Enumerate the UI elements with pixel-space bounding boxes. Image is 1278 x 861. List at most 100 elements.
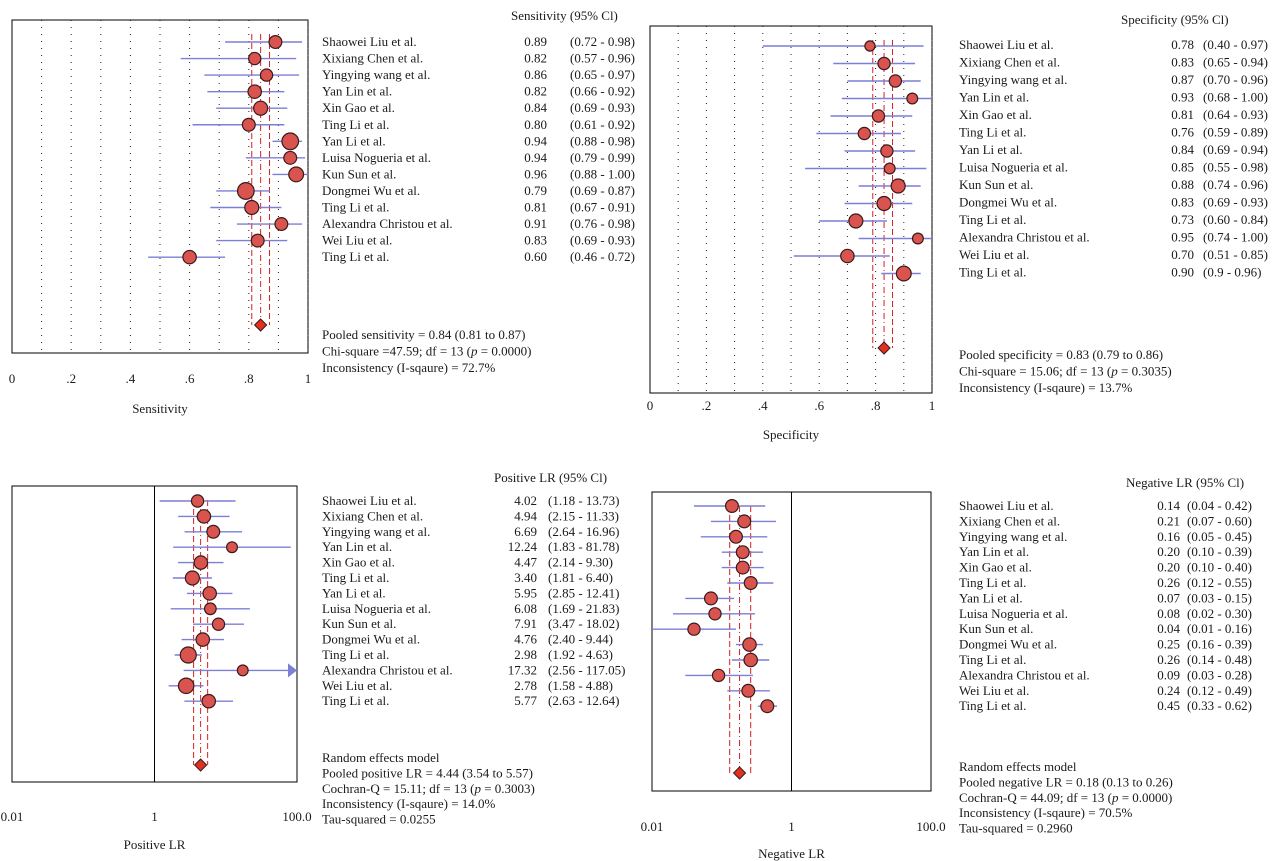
study-ci: (2.56 - 117.05) bbox=[548, 662, 626, 677]
study-ci: (2.14 - 9.30) bbox=[548, 555, 613, 570]
study-name: Xin Gao et al. bbox=[322, 555, 395, 570]
study-ci: (0.70 - 0.96) bbox=[1203, 72, 1268, 87]
study-ci: (2.64 - 16.96) bbox=[548, 524, 620, 539]
study-point bbox=[744, 577, 757, 590]
study-name: Xin Gao et al. bbox=[322, 100, 395, 115]
study-ci: (0.12 - 0.55) bbox=[1187, 575, 1252, 590]
study-point bbox=[196, 633, 209, 646]
study-estimate: 0.24 bbox=[1157, 683, 1180, 698]
study-name: Kun Sun et al. bbox=[959, 621, 1033, 636]
pooled-stat-text: Pooled negative LR = 0.18 (0.13 to 0.26) bbox=[959, 774, 1173, 789]
study-point bbox=[896, 266, 911, 281]
pooled-stat-line: Random effects model bbox=[959, 759, 1077, 774]
study-ci: (0.40 - 0.97) bbox=[1203, 37, 1268, 52]
study-estimate: 6.69 bbox=[514, 524, 537, 539]
study-estimate: 5.95 bbox=[514, 585, 537, 600]
study-ci: (0.01 - 0.16) bbox=[1187, 621, 1252, 636]
study-point bbox=[251, 234, 264, 247]
x-tick-label: 0 bbox=[647, 398, 654, 413]
column-header: Negative LR (95% Cl) bbox=[1126, 475, 1244, 490]
study-ci: (3.47 - 18.02) bbox=[548, 616, 620, 631]
ci-overflow-arrow bbox=[288, 663, 297, 677]
study-point bbox=[249, 52, 261, 64]
study-name: Kun Sun et al. bbox=[322, 166, 396, 181]
study-name: Shaowei Liu et al. bbox=[959, 498, 1054, 513]
x-tick-label: .4 bbox=[126, 371, 136, 386]
study-ci: (0.67 - 0.91) bbox=[570, 200, 635, 215]
x-tick-label: .2 bbox=[66, 371, 76, 386]
study-ci: (0.69 - 0.93) bbox=[570, 233, 635, 248]
pooled-stat-text: Tau-squared = 0.2960 bbox=[959, 821, 1073, 836]
pooled-diamond bbox=[195, 759, 207, 771]
study-name: Ting Li et al. bbox=[322, 249, 389, 264]
study-name: Ting Li et al. bbox=[322, 117, 389, 132]
study-estimate: 0.20 bbox=[1157, 560, 1180, 575]
pooled-stat-text: Cochran-Q = 44.09; df = 13 ( bbox=[959, 790, 1112, 805]
study-ci: (0.57 - 0.96) bbox=[570, 51, 635, 66]
study-estimate: 0.25 bbox=[1157, 637, 1180, 652]
study-name: Ting Li et al. bbox=[322, 570, 389, 585]
x-tick-label: .2 bbox=[702, 398, 712, 413]
study-estimate: 7.91 bbox=[514, 616, 537, 631]
study-ci: (0.10 - 0.39) bbox=[1187, 544, 1252, 559]
study-point bbox=[197, 510, 210, 523]
x-axis-title: Specificity bbox=[763, 427, 820, 442]
study-name: Dongmei Wu et al. bbox=[322, 183, 420, 198]
x-tick-label: 1 bbox=[305, 371, 312, 386]
study-estimate: 2.78 bbox=[514, 678, 537, 693]
study-ci: (0.69 - 0.93) bbox=[570, 100, 635, 115]
study-ci: (0.72 - 0.98) bbox=[570, 34, 635, 49]
study-point bbox=[260, 69, 272, 81]
study-estimate: 0.07 bbox=[1157, 590, 1180, 605]
study-ci: (0.46 - 0.72) bbox=[570, 249, 635, 264]
study-name: Wei Liu et al. bbox=[322, 233, 392, 248]
study-name: Alexandra Christou et al. bbox=[322, 662, 453, 677]
pooled-stat-line: Cochran-Q = 44.09; df = 13 (p = 0.0000) bbox=[959, 790, 1172, 805]
study-name: Shaowei Liu et al. bbox=[959, 37, 1054, 52]
x-tick-label: 0.01 bbox=[641, 819, 664, 834]
study-ci: (0.51 - 0.85) bbox=[1203, 247, 1268, 262]
study-point bbox=[913, 233, 924, 244]
study-point bbox=[191, 495, 203, 507]
study-point bbox=[709, 608, 721, 620]
study-estimate: 0.93 bbox=[1171, 90, 1194, 105]
study-point bbox=[178, 678, 193, 693]
study-point bbox=[185, 571, 199, 585]
study-estimate: 4.02 bbox=[514, 493, 537, 508]
study-name: Ting Li et al. bbox=[322, 693, 389, 708]
study-estimate: 12.24 bbox=[508, 539, 538, 554]
pooled-stat-line: Pooled positive LR = 4.44 (3.54 to 5.57) bbox=[322, 765, 533, 780]
study-point bbox=[841, 249, 854, 262]
study-ci: (0.59 - 0.89) bbox=[1203, 125, 1268, 140]
study-name: Shaowei Liu et al. bbox=[322, 493, 417, 508]
study-name: Dongmei Wu et al. bbox=[959, 195, 1057, 210]
pooled-stat-text: Random effects model bbox=[322, 750, 440, 765]
study-ci: (0.69 - 0.94) bbox=[1203, 142, 1268, 157]
study-name: Xixiang Chen et al. bbox=[959, 55, 1060, 70]
study-point bbox=[202, 695, 215, 708]
study-estimate: 0.84 bbox=[1171, 142, 1194, 157]
study-ci: (0.64 - 0.93) bbox=[1203, 107, 1268, 122]
study-name: Ting Li et al. bbox=[959, 125, 1026, 140]
x-axis-title: Positive LR bbox=[124, 837, 186, 852]
study-estimate: 0.14 bbox=[1157, 498, 1180, 513]
study-name: Wei Liu et al. bbox=[322, 678, 392, 693]
study-ci: (0.74 - 0.96) bbox=[1203, 177, 1268, 192]
study-ci: (0.16 - 0.39) bbox=[1187, 637, 1252, 652]
panel-sensitivity: Shaowei Liu et al. 0.89 (0.72 - 0.98) Xixia… bbox=[9, 8, 635, 416]
study-point bbox=[877, 197, 891, 211]
study-estimate: 0.83 bbox=[1171, 55, 1194, 70]
pooled-stat-text: = 0.0000) bbox=[477, 344, 531, 359]
study-name: Alexandra Christou et al. bbox=[959, 667, 1090, 682]
study-name: Ting Li et al. bbox=[322, 647, 389, 662]
study-name: Alexandra Christou et al. bbox=[322, 216, 453, 231]
study-point bbox=[275, 218, 288, 231]
study-point bbox=[183, 250, 196, 263]
pooled-stat-text: Cochran-Q = 15.11; df = 13 ( bbox=[322, 781, 474, 796]
study-ci: (0.61 - 0.92) bbox=[570, 117, 635, 132]
x-axis-title: Negative LR bbox=[758, 846, 825, 861]
pooled-stat-text: = 0.3035) bbox=[1118, 364, 1172, 379]
study-estimate: 0.83 bbox=[524, 233, 547, 248]
study-estimate: 0.09 bbox=[1157, 667, 1180, 682]
